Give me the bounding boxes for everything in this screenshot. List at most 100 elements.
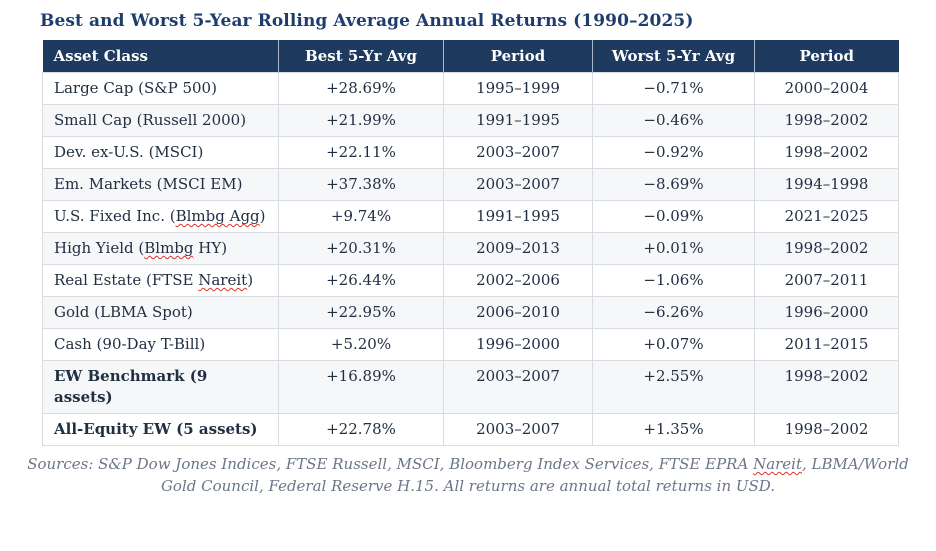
asset-class-cell: Em. Markets (MSCI EM): [42, 168, 279, 201]
table-row: Cash (90-Day T-Bill) +5.20% 1996–2000 +0.07…: [42, 328, 899, 361]
table-row: Em. Markets (MSCI EM) +37.38% 2003–2007 −8.…: [42, 168, 899, 201]
cell-text: 2003–2007: [476, 420, 560, 438]
table-row: Gold (LBMA Spot) +22.95% 2006–2010 −6.26% 19…: [42, 296, 899, 329]
cell-text: Large Cap (S&P 500): [54, 79, 217, 97]
cell-text: EW Benchmark (9 assets): [54, 367, 208, 406]
cell-text: Dev. ex-U.S. (MSCI): [54, 143, 204, 161]
worst-period-cell: 2011–2015: [754, 328, 899, 361]
cell-text: 1991–1995: [476, 207, 560, 225]
table-row: Dev. ex-U.S. (MSCI) +22.11% 2003–2007 −0.92…: [42, 136, 899, 169]
cell-text: −0.46%: [643, 111, 704, 129]
best-period-cell: 2003–2007: [443, 168, 593, 201]
cell-text: 1995–1999: [476, 79, 560, 97]
cell-text: +22.78%: [326, 420, 396, 438]
worst-avg-cell: −0.46%: [592, 104, 755, 137]
asset-class-cell: Real Estate (FTSE Nareit): [42, 264, 279, 297]
table-header-row: Asset Class Best 5-Yr Avg Period Worst 5-Yr…: [42, 40, 899, 73]
misspelled-word: Blmbg: [144, 239, 194, 257]
best-period-cell: 2003–2007: [443, 360, 593, 414]
worst-avg-cell: −6.26%: [592, 296, 755, 329]
cell-text: Small Cap (Russell 2000): [54, 111, 247, 129]
cell-text: −6.26%: [643, 303, 704, 321]
cell-text: +16.89%: [326, 367, 396, 385]
cell-text: 2021–2025: [784, 207, 869, 225]
cell-text: +9.74%: [330, 207, 392, 225]
cell-text: +21.99%: [326, 111, 396, 129]
cell-text: +26.44%: [326, 271, 396, 289]
table-row: U.S. Fixed Inc. (Blmbg Agg) +9.74% 1991–19…: [42, 200, 899, 233]
cell-text: +5.20%: [330, 335, 392, 353]
col-header-worst-5-yr-avg: Worst 5-Yr Avg: [592, 40, 755, 73]
cell-text: Real Estate (FTSE Nareit): [54, 271, 254, 289]
cell-text: Cash (90-Day T-Bill): [54, 335, 206, 353]
cell-text: U.S. Fixed Inc. (Blmbg Agg): [54, 207, 266, 225]
worst-avg-cell: +0.07%: [592, 328, 755, 361]
best-period-cell: 1991–1995: [443, 104, 593, 137]
cell-text: Em. Markets (MSCI EM): [54, 175, 243, 193]
returns-table: Asset Class Best 5-Yr Avg Period Worst 5-Yr…: [42, 40, 899, 446]
worst-period-cell: 1998–2002: [754, 232, 899, 265]
table-row: All-Equity EW (5 assets) +22.78% 2003–2007…: [42, 413, 899, 446]
col-header-period: Period: [443, 40, 593, 73]
cell-text: 2003–2007: [476, 367, 560, 385]
cell-text: 1998–2002: [784, 239, 869, 257]
best-period-cell: 1991–1995: [443, 200, 593, 233]
best-period-cell: 1996–2000: [443, 328, 593, 361]
cell-text: −1.06%: [643, 271, 704, 289]
cell-text: +28.69%: [326, 79, 396, 97]
worst-avg-cell: −8.69%: [592, 168, 755, 201]
cell-text: 1996–2000: [476, 335, 560, 353]
worst-period-cell: 1998–2002: [754, 104, 899, 137]
col-header-best-5-yr-avg: Best 5-Yr Avg: [278, 40, 444, 73]
best-period-cell: 2002–2006: [443, 264, 593, 297]
cell-text: High Yield (Blmbg HY): [54, 239, 228, 257]
cell-text: 1998–2002: [784, 420, 869, 438]
best-avg-cell: +20.31%: [278, 232, 444, 265]
col-header-asset-class: Asset Class: [42, 40, 279, 73]
asset-class-cell: U.S. Fixed Inc. (Blmbg Agg): [42, 200, 279, 233]
cell-text: 2011–2015: [784, 335, 869, 353]
asset-class-cell: Large Cap (S&P 500): [42, 72, 279, 105]
sources-note: Sources: S&P Dow Jones Indices, FTSE Rus…: [27, 455, 909, 495]
worst-avg-cell: −0.71%: [592, 72, 755, 105]
worst-period-cell: 1994–1998: [754, 168, 899, 201]
cell-text: 2002–2006: [476, 271, 560, 289]
cell-text: 1998–2002: [784, 143, 869, 161]
best-avg-cell: +22.95%: [278, 296, 444, 329]
cell-text: −8.69%: [643, 175, 704, 193]
cell-text: +1.35%: [643, 420, 704, 438]
table-row: Small Cap (Russell 2000) +21.99% 1991–1995…: [42, 104, 899, 137]
worst-avg-cell: +1.35%: [592, 413, 755, 446]
worst-period-cell: 1998–2002: [754, 136, 899, 169]
best-period-cell: 2009–2013: [443, 232, 593, 265]
best-avg-cell: +22.11%: [278, 136, 444, 169]
worst-period-cell: 1998–2002: [754, 413, 899, 446]
asset-class-cell: Dev. ex-U.S. (MSCI): [42, 136, 279, 169]
cell-text: 1996–2000: [784, 303, 869, 321]
best-avg-cell: +37.38%: [278, 168, 444, 201]
cell-text: All-Equity EW (5 assets): [54, 420, 258, 438]
best-avg-cell: +22.78%: [278, 413, 444, 446]
cell-text: 1994–1998: [784, 175, 869, 193]
cell-text: 2000–2004: [784, 79, 869, 97]
best-avg-cell: +9.74%: [278, 200, 444, 233]
worst-period-cell: 2021–2025: [754, 200, 899, 233]
table-row: Large Cap (S&P 500) +28.69% 1995–1999 −0.71…: [42, 72, 899, 105]
worst-period-cell: 1998–2002: [754, 360, 899, 414]
best-avg-cell: +26.44%: [278, 264, 444, 297]
asset-class-cell: High Yield (Blmbg HY): [42, 232, 279, 265]
cell-text: +22.11%: [326, 143, 396, 161]
best-avg-cell: +5.20%: [278, 328, 444, 361]
cell-text: 2007–2011: [784, 271, 869, 289]
worst-avg-cell: −1.06%: [592, 264, 755, 297]
worst-period-cell: 2000–2004: [754, 72, 899, 105]
best-avg-cell: +16.89%: [278, 360, 444, 414]
cell-text: 2006–2010: [476, 303, 560, 321]
asset-class-cell: Small Cap (Russell 2000): [42, 104, 279, 137]
worst-avg-cell: +2.55%: [592, 360, 755, 414]
cell-text: +0.07%: [643, 335, 704, 353]
cell-text: 1998–2002: [784, 367, 869, 385]
cell-text: +20.31%: [326, 239, 396, 257]
cell-text: +0.01%: [643, 239, 704, 257]
best-period-cell: 2003–2007: [443, 136, 593, 169]
